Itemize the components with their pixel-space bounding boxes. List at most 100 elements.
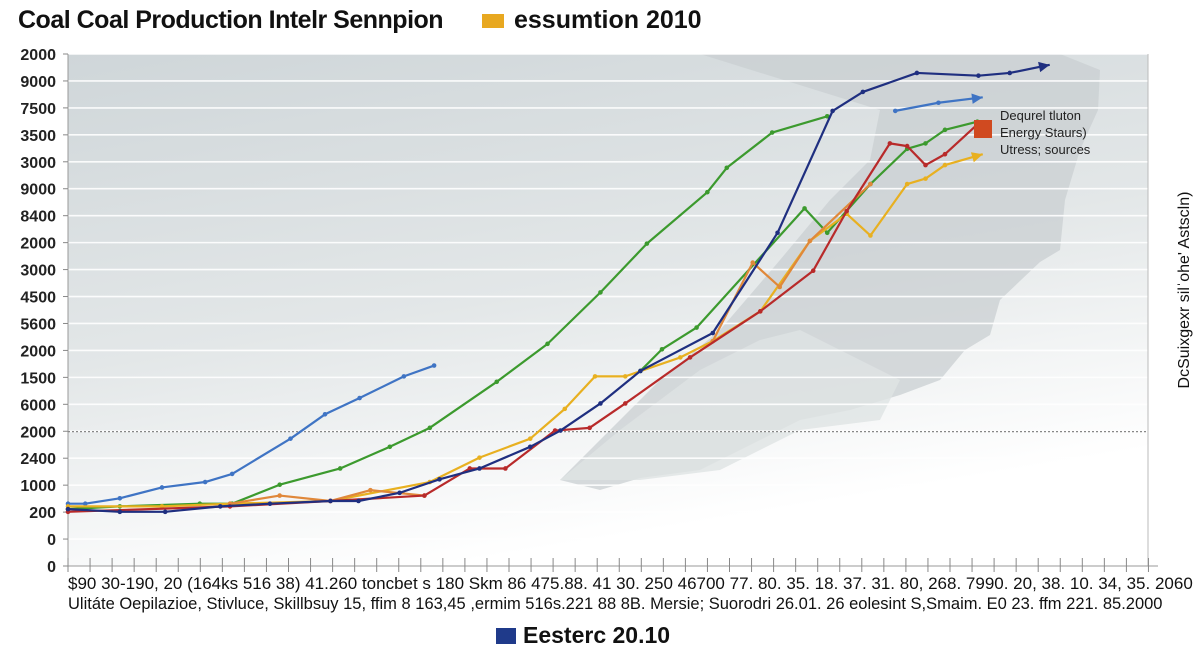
- y-tick-label: 3000: [20, 155, 56, 172]
- data-point: [82, 501, 88, 506]
- data-point: [824, 230, 830, 236]
- data-point: [757, 309, 763, 314]
- data-point: [775, 230, 780, 236]
- series-line: [67, 63, 1050, 513]
- bottom-legend-label: Eesterc 20.10: [523, 622, 671, 648]
- data-point: [162, 509, 168, 515]
- series-line: [68, 153, 984, 508]
- data-point: [427, 425, 433, 431]
- series-8: [65, 61, 1050, 515]
- y-tick-label: 2000: [20, 47, 56, 64]
- right-axis-label: DcSuixgexr silˈohe' Astscln): [1176, 191, 1193, 389]
- data-point: [830, 108, 835, 114]
- data-point: [887, 141, 893, 146]
- y-tick-label: 7500: [20, 101, 56, 118]
- data-point: [942, 162, 948, 168]
- data-point: [868, 181, 873, 187]
- legend-text: Dequrel tluton Energy Staurs) Utress; so…: [1000, 108, 1091, 157]
- data-point: [622, 401, 628, 406]
- data-point: [387, 444, 393, 450]
- series-line: [67, 123, 979, 513]
- data-point: [277, 493, 282, 498]
- data-point: [923, 162, 928, 168]
- data-point: [892, 108, 898, 114]
- data-point: [644, 241, 650, 246]
- data-point: [431, 363, 437, 368]
- data-point: [802, 206, 807, 211]
- bottom-legend-swatch: [496, 628, 516, 644]
- y-tick-label: 2000: [20, 424, 56, 441]
- data-point: [807, 238, 813, 244]
- data-point: [368, 487, 373, 493]
- title-legend-swatch: [482, 14, 504, 28]
- data-point: [942, 151, 948, 157]
- series-1: [892, 93, 983, 114]
- data-point: [904, 181, 910, 187]
- y-tick-label: 0: [47, 532, 56, 549]
- data-point: [750, 260, 756, 265]
- data-point: [638, 368, 643, 374]
- y-tick-label: 3500: [20, 128, 56, 145]
- y-tick-label: 9000: [20, 182, 56, 199]
- data-point: [494, 379, 500, 385]
- y-tick-label: 200: [29, 505, 56, 522]
- y-tick-label: 3000: [20, 263, 56, 280]
- data-point: [810, 268, 816, 274]
- data-point: [769, 130, 775, 135]
- data-point: [65, 506, 71, 512]
- data-point: [477, 455, 482, 460]
- data-point: [936, 100, 941, 106]
- data-point: [328, 498, 333, 504]
- data-point: [592, 374, 598, 379]
- y-tick-label: 2000: [20, 236, 56, 253]
- data-point: [1007, 70, 1013, 76]
- legend-swatch: [974, 120, 992, 138]
- data-point: [288, 436, 293, 441]
- data-point: [844, 208, 849, 214]
- data-point: [422, 493, 427, 498]
- data-point: [527, 444, 533, 450]
- series-0: [65, 363, 437, 506]
- data-point: [914, 70, 920, 76]
- data-point: [923, 141, 928, 146]
- data-point: [229, 471, 235, 477]
- y-tick-label: 2000: [20, 343, 56, 360]
- data-point: [503, 466, 508, 471]
- arrowhead: [970, 152, 983, 163]
- data-point: [710, 330, 716, 336]
- series-7: [65, 122, 980, 515]
- x-axis-label: Ulitáte Oepilazioe, Stivluce, Skillbsuy …: [68, 595, 1163, 613]
- data-point: [217, 504, 223, 509]
- y-tick-label: 1500: [20, 370, 56, 387]
- data-point: [860, 89, 866, 95]
- data-point: [467, 466, 473, 471]
- data-point: [545, 341, 550, 347]
- data-point: [777, 284, 783, 290]
- data-point: [598, 401, 603, 406]
- data-point: [397, 490, 402, 496]
- data-point: [267, 501, 273, 506]
- y-tick-label: 5600: [20, 316, 56, 333]
- data-point: [678, 355, 683, 360]
- title-legend-label: essumtion 2010: [514, 6, 702, 34]
- data-point: [705, 189, 710, 195]
- data-point: [437, 477, 442, 482]
- data-point: [824, 114, 830, 119]
- arrowhead: [971, 93, 983, 104]
- series-6: [710, 181, 873, 344]
- data-point: [401, 374, 407, 379]
- y-tick-label: 2400: [20, 451, 56, 468]
- y-tick-label: 1000: [20, 478, 56, 495]
- data-point: [277, 482, 282, 488]
- data-point: [558, 428, 563, 433]
- data-point: [622, 374, 628, 379]
- data-point: [159, 485, 165, 490]
- y-tick-label: 0: [47, 559, 56, 576]
- data-point: [942, 127, 948, 133]
- data-point: [687, 355, 693, 360]
- y-tick-label: 9000: [20, 74, 56, 91]
- y-tick-label: 4500: [20, 290, 56, 307]
- data-point: [923, 176, 928, 181]
- x-axis-tick-labels: $90 30-190, 20 (164ks 516 38) 41.260 ton…: [68, 574, 1193, 593]
